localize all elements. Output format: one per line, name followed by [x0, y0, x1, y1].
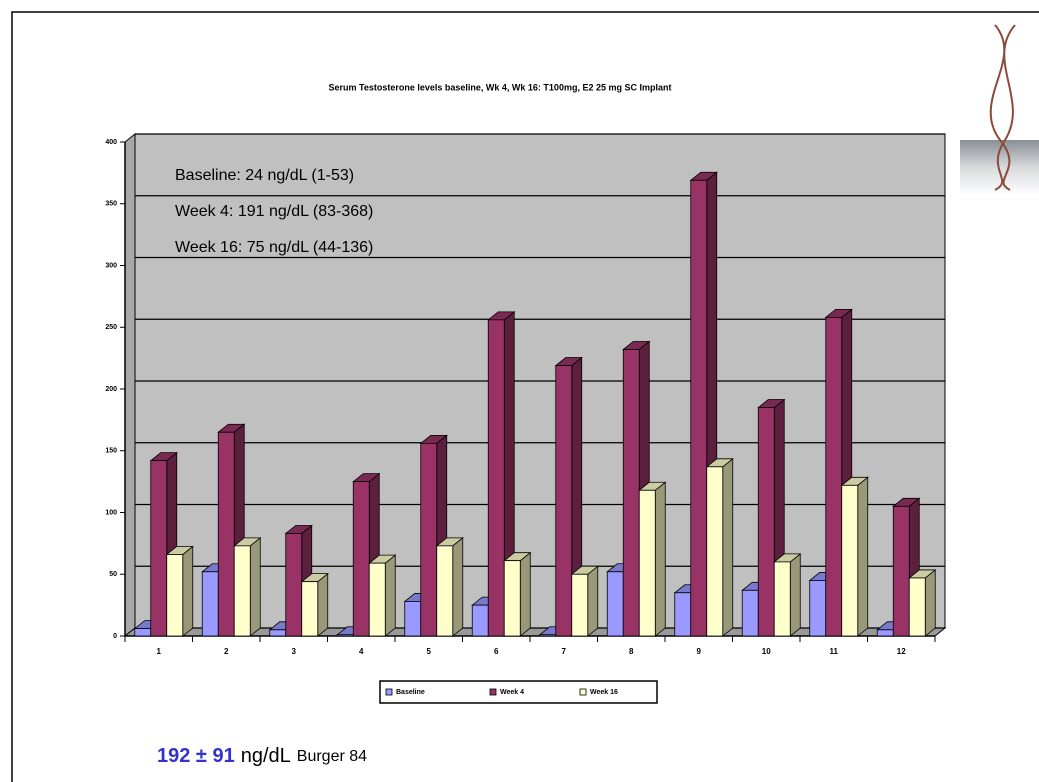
bar	[572, 574, 588, 636]
bar	[286, 533, 302, 636]
bar	[472, 605, 488, 636]
y-tick-label: 50	[109, 571, 117, 578]
bar	[302, 582, 318, 636]
bar	[556, 366, 572, 636]
bar-side	[183, 546, 193, 636]
legend-swatch	[490, 689, 496, 695]
x-tick-label: 7	[562, 647, 567, 656]
legend-label: Week 16	[590, 689, 618, 696]
bar-side	[588, 566, 598, 636]
bar	[842, 485, 858, 636]
bar-side	[790, 554, 800, 636]
bar	[607, 572, 623, 636]
bar	[742, 590, 758, 636]
side-wall	[125, 134, 135, 636]
bar-side	[723, 459, 733, 636]
bar	[504, 561, 520, 636]
bar	[691, 180, 707, 636]
bar-side	[925, 570, 935, 636]
legend-label: Week 4	[500, 689, 524, 696]
bar	[707, 467, 723, 636]
bar-side	[385, 555, 395, 636]
y-tick-label: 150	[105, 448, 117, 455]
bar-side	[655, 482, 665, 636]
bar	[877, 630, 893, 636]
bar	[151, 461, 167, 636]
bar	[167, 554, 183, 636]
note-source: Burger 84	[297, 748, 367, 765]
y-tick-label: 100	[105, 509, 117, 516]
x-tick-label: 5	[427, 647, 432, 656]
page: 050100150200250300350400123456789101112 …	[0, 0, 1039, 782]
annotation: Baseline: 24 ng/dL (1-53)	[175, 167, 354, 184]
y-tick-label: 400	[105, 139, 117, 146]
bar	[810, 580, 826, 636]
note-value: 192 ± 91	[157, 745, 235, 767]
legend: Baseline Week 4 Week 16	[386, 689, 618, 696]
bar	[405, 601, 421, 636]
bar-side	[858, 477, 868, 636]
annotation: Week 16: 75 ng/dL (44-136)	[175, 239, 373, 256]
note-unit: ng/dL	[241, 745, 291, 767]
bar-side	[250, 538, 260, 636]
y-tick-label: 350	[105, 201, 117, 208]
x-tick-label: 9	[697, 647, 702, 656]
bar	[270, 630, 286, 636]
x-tick-label: 2	[224, 647, 229, 656]
bar	[369, 563, 385, 636]
x-tick-label: 8	[629, 647, 634, 656]
legend-swatch	[580, 689, 586, 695]
bar	[437, 546, 453, 636]
y-tick-label: 300	[105, 262, 117, 269]
bar	[758, 408, 774, 636]
y-tick-label: 250	[105, 324, 117, 331]
bar-side	[520, 553, 530, 636]
bar-side	[453, 538, 463, 636]
bar	[218, 432, 234, 636]
bar	[353, 482, 369, 636]
y-tick-label: 200	[105, 386, 117, 393]
bar	[421, 443, 437, 636]
bar	[488, 320, 504, 636]
bar	[826, 317, 842, 636]
annotation: Week 4: 191 ng/dL (83-368)	[175, 203, 373, 220]
x-tick-label: 12	[897, 647, 906, 656]
bar	[337, 635, 353, 636]
bar	[774, 562, 790, 636]
bar	[135, 629, 151, 636]
legend-swatch	[386, 689, 392, 695]
bar	[234, 546, 250, 636]
bar	[909, 578, 925, 636]
footer-note: 192 ± 91 ng/dL Burger 84	[157, 745, 367, 767]
bar	[675, 593, 691, 636]
x-tick-label: 1	[157, 647, 162, 656]
x-tick-label: 11	[830, 647, 839, 656]
x-tick-label: 10	[762, 647, 771, 656]
bar	[202, 572, 218, 636]
bar	[540, 635, 556, 636]
legend-label: Baseline	[396, 689, 425, 696]
slide: 050100150200250300350400123456789101112 …	[0, 0, 1039, 782]
x-tick-label: 3	[292, 647, 297, 656]
x-tick-label: 4	[359, 647, 364, 656]
bar	[639, 490, 655, 636]
y-tick-label: 0	[113, 633, 117, 640]
x-tick-label: 6	[494, 647, 499, 656]
bar	[623, 349, 639, 636]
bar-side	[318, 574, 328, 636]
bar	[893, 506, 909, 636]
chart-title: Serum Testosterone levels baseline, Wk 4…	[329, 82, 672, 92]
